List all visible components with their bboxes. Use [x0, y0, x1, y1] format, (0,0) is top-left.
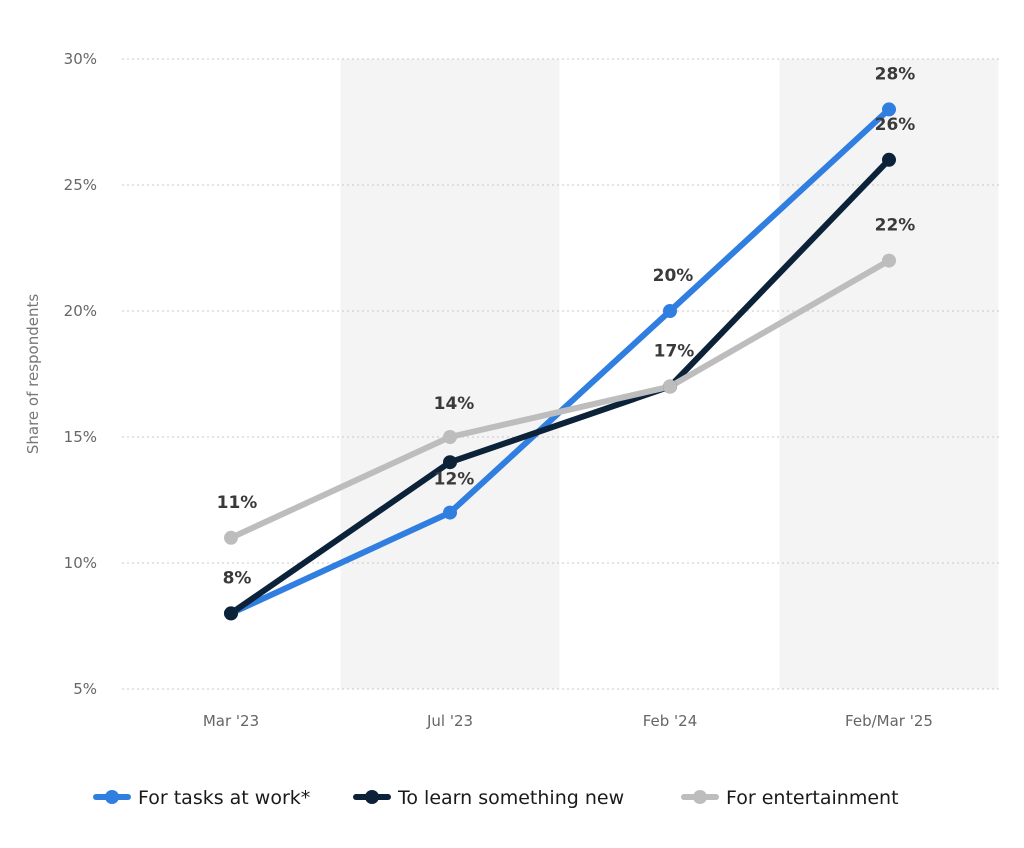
y-tick-label: 5%: [73, 680, 97, 698]
data-point: [224, 606, 238, 621]
data-point: [882, 253, 896, 268]
y-tick-label: 20%: [64, 302, 97, 320]
data-label: 26%: [875, 115, 916, 135]
x-tick-label: Feb/Mar '25: [845, 712, 933, 730]
data-labels: 8% 12% 20% 28% 26% 11% 14% 17% 22%: [217, 64, 916, 588]
data-point: [663, 304, 677, 318]
data-point: [224, 530, 238, 545]
data-point: [443, 430, 457, 444]
legend-item-label[interactable]: For entertainment: [726, 787, 899, 809]
data-label: 22%: [875, 216, 916, 236]
y-tick-label: 30%: [64, 50, 97, 68]
legend-swatch-dot: [693, 790, 707, 804]
y-tick-label: 10%: [64, 554, 97, 572]
data-label: 17%: [654, 342, 695, 362]
x-axis-ticks: Mar '23 Jul '23 Feb '24 Feb/Mar '25: [203, 712, 933, 730]
data-point: [882, 102, 896, 117]
series-lines: [228, 106, 892, 617]
data-label: 12%: [434, 470, 475, 490]
alternating-bands: [340, 59, 999, 689]
legend-swatch-dot: [365, 790, 379, 804]
data-point: [882, 152, 896, 167]
y-tick-label: 25%: [64, 176, 97, 194]
y-axis-title: Share of respondents: [24, 294, 42, 455]
data-point: [443, 505, 457, 520]
x-tick-label: Feb '24: [643, 712, 698, 730]
data-label: 28%: [875, 64, 916, 84]
data-point: [443, 455, 457, 470]
y-tick-label: 15%: [64, 428, 97, 446]
legend-swatch-dot: [105, 790, 119, 804]
series-line: [228, 257, 892, 541]
data-label: 11%: [217, 493, 258, 513]
data-label: 8%: [223, 568, 252, 588]
legend: For tasks at work* To learn something new…: [93, 787, 899, 809]
x-tick-label: Jul '23: [426, 712, 473, 730]
series-line: [228, 156, 892, 617]
gridlines: [122, 58, 1000, 690]
series-points: [224, 102, 896, 621]
band-1: [340, 59, 560, 689]
legend-item-label[interactable]: For tasks at work*: [138, 787, 310, 809]
data-point: [663, 379, 677, 394]
data-label: 20%: [653, 266, 694, 286]
legend-item-label[interactable]: To learn something new: [397, 787, 624, 809]
data-label: 14%: [434, 394, 475, 414]
y-axis-ticks: 5% 10% 15% 20% 25% 30%: [64, 50, 97, 698]
x-tick-label: Mar '23: [203, 712, 259, 730]
